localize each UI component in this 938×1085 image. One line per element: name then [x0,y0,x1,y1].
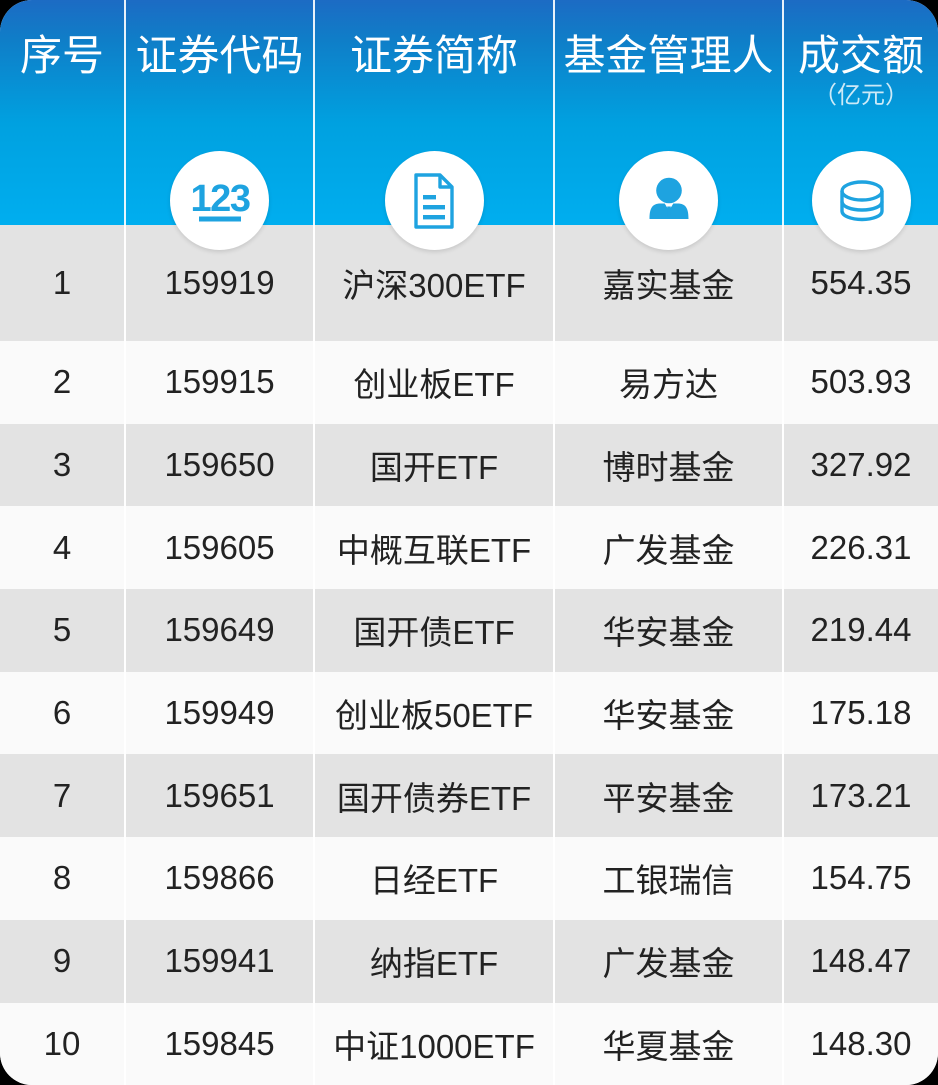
svg-text:123: 123 [190,178,249,220]
